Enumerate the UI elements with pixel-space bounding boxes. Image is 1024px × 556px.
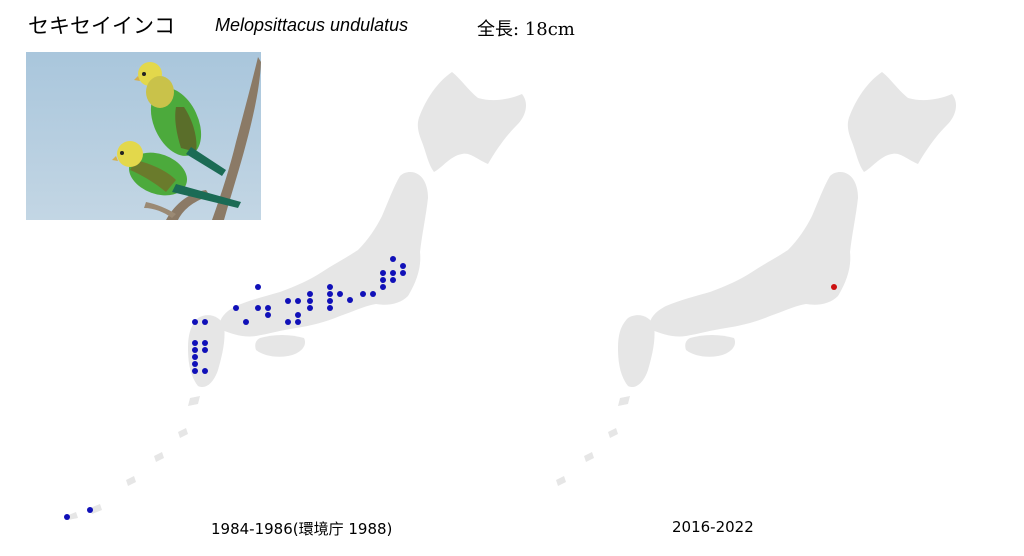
record-dot [265,305,271,311]
upper-budgerigar [134,62,226,176]
record-dot [285,319,291,325]
record-dot [233,305,239,311]
lower-budgerigar [112,141,241,208]
japan-landmass [556,72,957,486]
record-dot [380,284,386,290]
record-dot [307,291,313,297]
record-dot [192,347,198,353]
record-dot [192,340,198,346]
record-dot [202,347,208,353]
record-dot [327,291,333,297]
header: セキセイインコ Melopsittacus undulatus 全長: 18cm [0,0,1024,50]
record-dot [400,263,406,269]
japan-map-right [556,72,957,486]
record-dot [831,284,837,290]
record-dot [202,319,208,325]
record-dot [87,507,93,513]
record-dot [327,284,333,290]
record-dot [255,284,261,290]
species-photo [26,52,261,220]
record-dot [327,298,333,304]
map-caption-left: 1984-1986(環境庁 1988) [211,520,393,538]
record-dot [400,270,406,276]
record-dot [202,340,208,346]
record-dot [192,361,198,367]
record-dot [295,319,301,325]
record-dot [192,354,198,360]
record-dot [360,291,366,297]
species-scientific-name: Melopsittacus undulatus [215,15,409,35]
record-dot [390,277,396,283]
record-dot [390,256,396,262]
distribution-dots [831,284,837,290]
record-dot [380,277,386,283]
record-dot [307,305,313,311]
japan-landmass [66,72,527,520]
map-caption-right: 2016-2022 [672,518,754,536]
record-dot [295,312,301,318]
record-dot [192,319,198,325]
record-dot [295,298,301,304]
record-dot [307,298,313,304]
record-dot [64,514,70,520]
distribution-map-2016-2022 [460,60,1020,520]
budgerigar-photo-icon [26,52,261,220]
record-dot [265,312,271,318]
body-length: 全長: 18cm [477,19,575,40]
record-dot [347,297,353,303]
japan-map-left [64,72,527,520]
record-dot [337,291,343,297]
record-dot [285,298,291,304]
species-japanese-name: セキセイインコ [28,14,175,38]
record-dot [243,319,249,325]
record-dot [380,270,386,276]
record-dot [370,291,376,297]
record-dot [202,368,208,374]
record-dot [327,305,333,311]
record-dot [255,305,261,311]
record-dot [390,270,396,276]
record-dot [192,368,198,374]
distribution-dots [64,256,406,520]
distribution-map-1984-1986 [30,60,590,520]
